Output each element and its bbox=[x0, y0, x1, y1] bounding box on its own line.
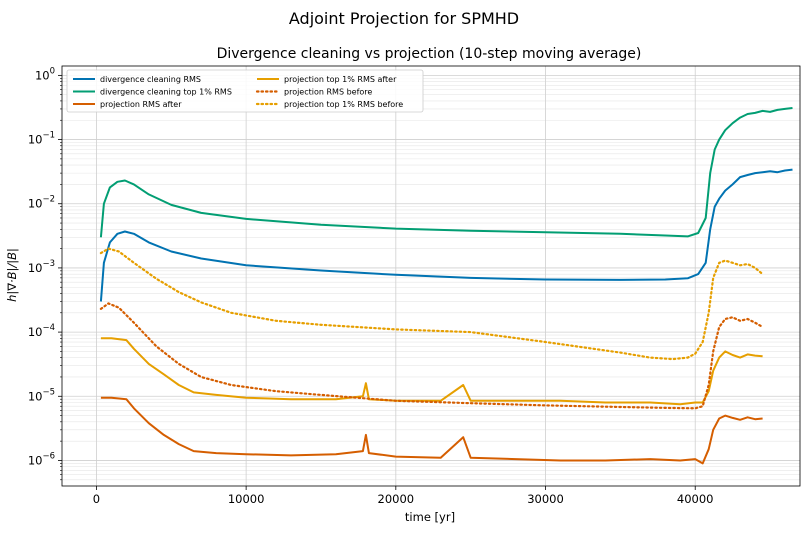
legend-label: divergence cleaning top 1% RMS bbox=[100, 88, 232, 97]
y-tick-label: 10−2 bbox=[28, 195, 55, 211]
x-axis-label: time [yr] bbox=[405, 510, 455, 524]
series-line-5 bbox=[99, 302, 764, 410]
x-tick-label: 20000 bbox=[378, 492, 415, 506]
series-line-1 bbox=[99, 168, 793, 302]
legend-label: projection RMS after bbox=[100, 100, 182, 109]
x-tick-label: 10000 bbox=[228, 492, 265, 506]
legend-label: projection top 1% RMS before bbox=[284, 100, 403, 109]
y-axis-label: h|∇·B|/|B| bbox=[5, 248, 19, 302]
series-line-3 bbox=[100, 396, 763, 465]
legend-box bbox=[66, 69, 424, 113]
y-tick-label: 10−5 bbox=[28, 387, 55, 403]
y-tick-label: 10−1 bbox=[28, 131, 55, 147]
chart-title: Divergence cleaning vs projection (10-st… bbox=[217, 46, 642, 62]
figure-suptitle: Adjoint Projection for SPMHD bbox=[289, 9, 519, 28]
series-line-4 bbox=[100, 337, 763, 406]
series-group bbox=[99, 107, 793, 465]
series-line-2 bbox=[99, 107, 793, 238]
series-line-6 bbox=[99, 247, 764, 361]
y-tick-label: 10−3 bbox=[28, 259, 55, 275]
legend-label: divergence cleaning RMS bbox=[100, 75, 201, 84]
legend-label: projection RMS before bbox=[284, 88, 372, 97]
x-tick-label: 0 bbox=[93, 492, 100, 506]
legend-label: projection top 1% RMS after bbox=[284, 75, 397, 84]
legend: divergence cleaning RMS divergence cleani… bbox=[66, 69, 424, 113]
y-tick-label: 100 bbox=[35, 66, 55, 82]
y-tick-label: 10−6 bbox=[28, 451, 55, 467]
grid bbox=[62, 66, 800, 486]
plot-area-frame bbox=[61, 65, 801, 487]
y-tick-label: 10−4 bbox=[28, 323, 55, 339]
x-tick-label: 30000 bbox=[527, 492, 564, 506]
x-tick-label: 40000 bbox=[677, 492, 714, 506]
axis-ticks: 10−6 10−5 10−4 10−3 10−2 10−1 100 0 10000 20000 30… bbox=[28, 66, 714, 506]
